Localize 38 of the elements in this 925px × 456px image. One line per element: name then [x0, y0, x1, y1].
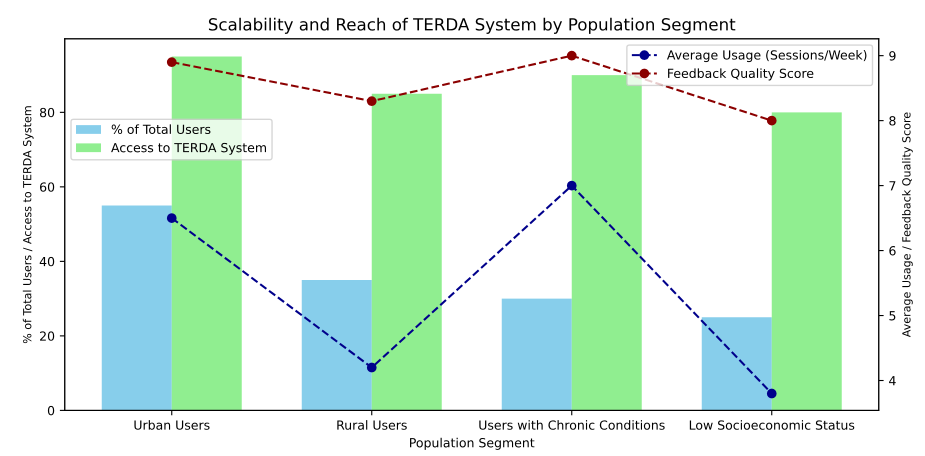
bar	[772, 112, 842, 410]
point	[366, 96, 377, 106]
x-tick-label: Users with Chronic Conditions	[479, 420, 665, 430]
y2-tick-label: 7	[890, 181, 896, 190]
point	[766, 116, 777, 126]
bar	[302, 280, 372, 410]
bar	[372, 94, 442, 410]
bar	[702, 317, 772, 410]
bar	[502, 298, 572, 410]
point	[766, 388, 777, 398]
x-axis-title: Population Segment	[410, 438, 534, 450]
bar	[102, 205, 172, 410]
legend-label: Feedback Quality Score	[668, 68, 814, 80]
y-tick-label: 0	[48, 406, 54, 416]
point	[366, 362, 377, 372]
y-tick-label: 40	[40, 256, 54, 266]
y-tick-label: 60	[40, 182, 54, 192]
y2-tick-label: 9	[889, 51, 896, 61]
y-tick-label: 20	[40, 331, 54, 341]
legend-label: Average Usage (Sessions/Week)	[666, 50, 866, 62]
y2-tick-label: 4	[889, 376, 896, 386]
y-axis-title: % of Total Users / Access to TERDA System	[22, 106, 34, 344]
point	[166, 213, 177, 223]
bar	[572, 75, 642, 410]
chart-title: Scalability and Reach of TERDA System by Population Segment	[208, 18, 736, 34]
point	[166, 57, 177, 68]
y2-tick-label: 5	[889, 311, 896, 320]
legend-label: % of Total Users	[112, 124, 210, 134]
y2-axis-title: Average Usage / Feedback Quality Score	[902, 112, 913, 338]
x-tick-label: Low Socioeconomic Status	[690, 420, 854, 430]
x-tick-label: Rural Users	[337, 420, 407, 430]
legend-label: Access to TERDA System	[111, 142, 266, 155]
y-tick-label: 80	[40, 108, 54, 118]
point	[566, 50, 577, 61]
x-tick-label: Urban Users	[134, 420, 210, 430]
point	[566, 180, 577, 190]
y2-tick-label: 8	[889, 116, 896, 126]
y2-tick-label: 6	[889, 246, 896, 256]
